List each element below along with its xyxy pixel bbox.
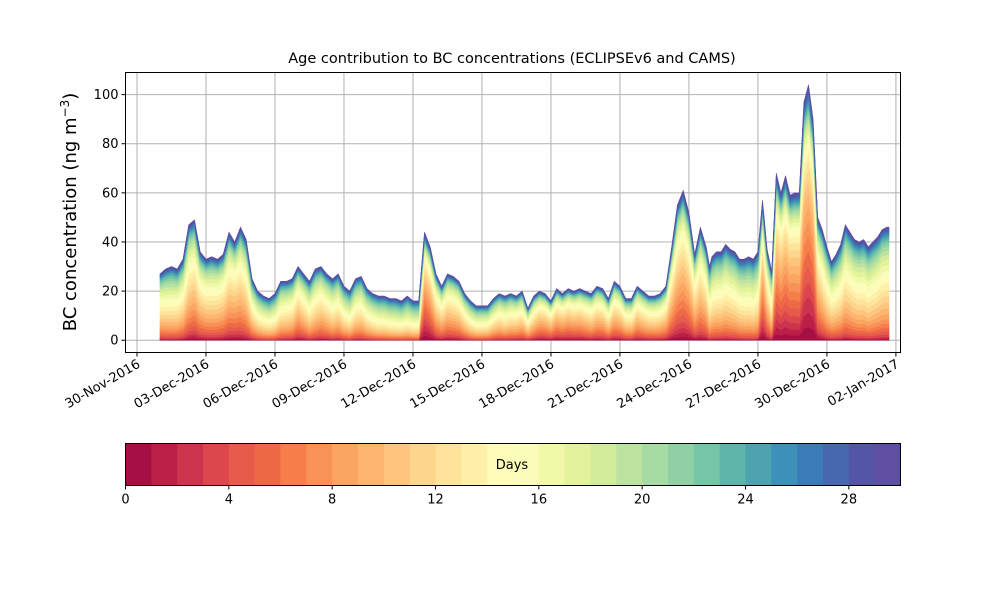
colorbar-swatch-day-17 — [564, 443, 591, 486]
colorbar-swatch-day-9 — [358, 443, 385, 486]
area-layer-day-29 — [159, 84, 890, 310]
colorbar-swatch-day-13 — [461, 443, 488, 486]
colorbar-ticks: 0 4 8 12 16 20 24 28 — [121, 485, 858, 508]
colorbar-swatch-day-18 — [590, 443, 617, 486]
chart-title: Age contribution to BC concentrations (E… — [288, 51, 735, 67]
x-axis-ticks: 30-Nov-201603-Dec-201606-Dec-201609-Dec-… — [63, 352, 902, 412]
colorbar-frame — [125, 443, 901, 486]
colorbar-swatch-day-19 — [616, 443, 643, 486]
colorbar-swatch-day-4 — [228, 443, 256, 486]
colorbar-swatch-day-26 — [797, 443, 824, 486]
colorbar-swatch-day-5 — [254, 443, 281, 486]
x-tick-label: 27-Dec-2016 — [684, 357, 764, 412]
y-tick-label: 60 — [102, 186, 119, 201]
colorbar-swatch-day-11 — [409, 443, 436, 486]
colorbar-swatch-day-20 — [642, 443, 669, 486]
colorbar-swatch-day-15 — [513, 443, 540, 486]
y-tick-label: 0 — [110, 334, 118, 349]
colorbar-swatch-day-1 — [151, 443, 178, 486]
colorbar-tick-label: 0 — [121, 493, 129, 508]
colorbar — [125, 443, 901, 486]
colorbar-swatch-day-23 — [719, 443, 746, 486]
colorbar-swatch-day-14 — [487, 443, 514, 486]
x-tick-label: 30-Dec-2016 — [753, 357, 833, 412]
colorbar-swatch-day-10 — [383, 443, 411, 486]
y-axis-ticks: 0 20 40 60 80 100 — [94, 88, 126, 349]
x-tick-label: 24-Dec-2016 — [615, 357, 695, 412]
colorbar-swatch-day-0 — [125, 443, 152, 486]
y-tick-label: 20 — [102, 285, 119, 300]
axes-frame — [125, 72, 901, 353]
x-tick-label: 09-Dec-2016 — [270, 357, 350, 412]
x-tick-label: 12-Dec-2016 — [339, 357, 419, 412]
colorbar-tick-label: 12 — [427, 493, 444, 508]
colorbar-swatch-day-3 — [203, 443, 230, 486]
colorbar-label: Days — [496, 458, 529, 473]
x-tick-label: 21-Dec-2016 — [546, 357, 626, 412]
colorbar-swatch-day-24 — [745, 443, 772, 486]
x-tick-label: 30-Nov-2016 — [63, 357, 143, 412]
x-tick-label: 15-Dec-2016 — [408, 357, 488, 412]
colorbar-swatch-day-2 — [177, 443, 204, 486]
colorbar-tick-label: 4 — [225, 493, 233, 508]
colorbar-swatch-day-6 — [280, 443, 307, 486]
y-axis-label: BC concentration (ng m−3) — [58, 93, 81, 332]
colorbar-swatch-day-16 — [538, 443, 566, 486]
colorbar-swatch-day-22 — [693, 443, 721, 486]
colorbar-swatch-day-12 — [435, 443, 462, 486]
colorbar-tick-label: 8 — [328, 493, 336, 508]
y-tick-label: 100 — [94, 88, 119, 103]
colorbar-swatch-day-29 — [874, 443, 901, 486]
stacked-area-layers — [159, 84, 890, 341]
colorbar-swatch-day-28 — [848, 443, 876, 486]
x-tick-label: 02-Jan-2017 — [825, 357, 902, 410]
colorbar-tick-label: 16 — [531, 493, 548, 508]
x-tick-label: 06-Dec-2016 — [201, 357, 281, 412]
colorbar-swatch-day-25 — [771, 443, 798, 486]
y-tick-label: 40 — [102, 235, 119, 250]
x-tick-label: 18-Dec-2016 — [477, 357, 557, 412]
colorbar-tick-label: 28 — [841, 493, 858, 508]
colorbar-swatch-day-27 — [823, 443, 850, 486]
x-tick-label: 03-Dec-2016 — [132, 357, 212, 412]
colorbar-tick-label: 24 — [737, 493, 754, 508]
colorbar-tick-label: 20 — [634, 493, 651, 508]
colorbar-swatch-day-8 — [332, 443, 359, 486]
colorbar-swatch-day-21 — [668, 443, 695, 486]
y-tick-label: 80 — [102, 137, 119, 152]
colorbar-swatch-day-7 — [306, 443, 333, 486]
